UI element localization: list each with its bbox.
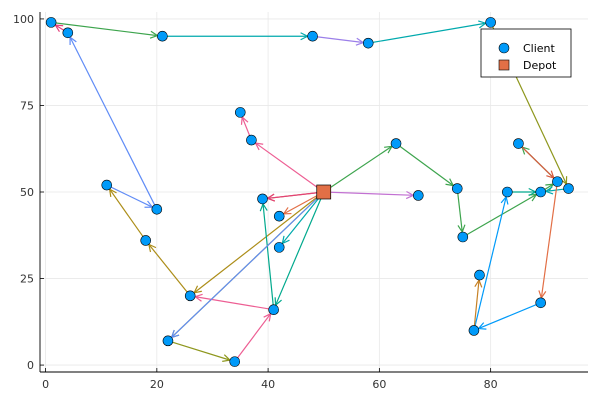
route-segment [251,139,325,193]
client-point [151,204,163,215]
route-segment [262,191,324,200]
client-point [390,138,402,149]
client-point [307,30,318,42]
x-tick-label: 40 [261,378,275,391]
legend-client-marker [498,42,510,54]
route-segment [51,21,163,37]
route-segment [368,21,491,44]
client-point [229,356,241,367]
client-point [273,242,285,253]
route-segment [234,309,275,362]
client-point [513,138,524,149]
y-tick-label: 0 [27,359,34,372]
legend-client-label: Client [523,42,556,55]
client-point [257,193,268,205]
client-point [563,183,574,194]
client-point [162,335,174,347]
client-point [184,290,196,302]
route-segment [278,191,325,248]
route-segment [190,295,274,311]
route-segment [395,143,458,190]
legend-depot-label: Depot [523,59,557,72]
client-point [45,17,57,28]
client-point [552,176,563,187]
client-point [451,183,463,194]
x-tick-label: 80 [484,378,498,391]
y-tick-label: 50 [20,186,34,199]
legend: Client Depot [480,28,572,78]
client-point [273,210,285,222]
x-tick-label: 60 [372,378,386,391]
axes: 0 20 40 60 80 0 25 50 75 100 [13,12,588,391]
route-segment [312,35,369,44]
route-segment [106,184,147,241]
route-segment [323,143,397,193]
route-segment [278,191,325,217]
client-point [101,179,113,191]
client-point [474,269,485,281]
route-segment [473,191,508,331]
y-tick-label: 75 [20,99,34,112]
route-segment [106,184,158,210]
x-tick-label: 0 [42,378,49,391]
route-segment [167,191,325,342]
client-point [502,186,513,198]
client-point [234,107,246,118]
route-segment [189,191,325,297]
client-point [362,37,374,49]
route-segment [67,32,158,210]
x-tick-label: 20 [150,378,164,391]
client-point [485,17,496,28]
client-point [140,235,152,246]
legend-depot-marker [498,59,510,71]
client-point [268,304,279,315]
route-segment [261,198,275,310]
client-point [413,190,424,201]
route-arrowhead [54,24,64,33]
client-point [457,231,469,243]
grid [40,12,588,372]
route-segment [473,275,481,331]
data-points [45,17,574,367]
route-segment [167,340,235,363]
route-segment [473,302,541,332]
client-point [468,325,480,336]
route-segment [273,191,325,310]
client-point [157,30,168,42]
y-tick-label: 100 [13,13,34,26]
route-segment [518,143,558,183]
route-segment [540,181,558,303]
client-point [535,186,547,198]
route-lines [50,20,570,363]
route-segment [323,191,419,197]
legend-box [480,28,572,78]
route-arrowhead [384,145,394,154]
y-tick-label: 25 [20,273,34,286]
route-segment [145,240,191,297]
client-point [535,297,547,309]
route-segment [456,188,464,238]
depot-point [316,184,332,200]
client-point [62,27,74,39]
client-point [246,134,257,146]
